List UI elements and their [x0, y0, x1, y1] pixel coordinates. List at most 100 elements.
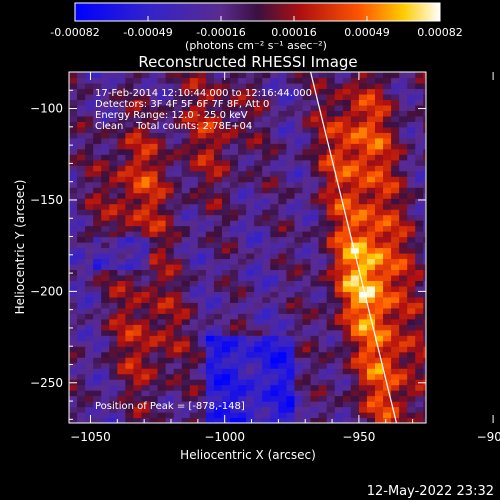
heatmap-cell: [85, 280, 94, 287]
heatmap-cell: [181, 77, 191, 84]
heatmap-cell: [375, 236, 384, 243]
heatmap-cell: [133, 170, 143, 177]
heatmap-cell: [213, 285, 223, 292]
heatmap-cell: [286, 296, 296, 303]
heatmap-cell: [133, 280, 143, 287]
heatmap-cell: [254, 390, 263, 397]
heatmap-cell: [262, 165, 271, 172]
heatmap-cell: [415, 121, 424, 128]
heatmap-cell: [399, 181, 408, 188]
heatmap-cell: [246, 417, 255, 423]
heatmap-cell: [278, 329, 288, 336]
heatmap-cell: [407, 335, 416, 342]
heatmap-cell: [350, 77, 360, 84]
heatmap-cell: [230, 236, 239, 243]
heatmap-cell: [101, 329, 110, 336]
heatmap-cell: [334, 401, 344, 408]
heatmap-cell: [302, 132, 312, 139]
heatmap-cell: [133, 296, 143, 303]
heatmap-cell: [318, 209, 328, 216]
heatmap-cell: [246, 121, 255, 128]
heatmap-cell: [270, 242, 279, 249]
heatmap-cell: [423, 198, 426, 205]
heatmap-cell: [77, 390, 86, 397]
heatmap-cell: [342, 110, 352, 117]
heatmap-cell: [318, 390, 328, 397]
heatmap-cell: [326, 373, 336, 380]
heatmap-cell: [375, 242, 384, 249]
heatmap-cell: [399, 285, 408, 292]
heatmap-cell: [286, 181, 296, 188]
heatmap-cell: [189, 176, 199, 183]
heatmap-cell: [326, 242, 336, 249]
heatmap-cell: [77, 126, 86, 133]
heatmap-cell: [278, 121, 288, 128]
heatmap-cell: [141, 115, 151, 122]
heatmap-cell: [278, 269, 288, 276]
heatmap-cell: [294, 192, 304, 199]
heatmap-cell: [165, 137, 175, 144]
heatmap-cell: [334, 263, 344, 271]
heatmap-cell: [262, 88, 271, 95]
heatmap-cell: [109, 165, 118, 172]
heatmap-cell: [254, 346, 263, 353]
heatmap-cell: [77, 242, 86, 249]
heatmap-cell: [254, 412, 263, 419]
heatmap-cell: [350, 351, 360, 358]
heatmap-cell: [205, 148, 215, 155]
heatmap-cell: [238, 209, 247, 216]
heatmap-cell: [230, 291, 239, 298]
heatmap-cell: [189, 137, 199, 144]
heatmap-cell: [93, 346, 102, 353]
heatmap-cell: [375, 137, 384, 144]
heatmap-cell: [358, 313, 368, 320]
heatmap-cell: [165, 395, 175, 402]
heatmap-cell: [310, 362, 320, 369]
heatmap-cell: [85, 104, 94, 111]
heatmap-cell: [375, 395, 384, 402]
heatmap-cell: [205, 209, 215, 216]
heatmap-cell: [310, 82, 320, 90]
heatmap-cell: [213, 214, 223, 221]
heatmap-cell: [125, 258, 135, 265]
heatmap-cell: [205, 291, 215, 298]
heatmap-cell: [109, 417, 118, 423]
heatmap-cell: [375, 110, 384, 117]
heatmap-cell: [342, 126, 352, 133]
heatmap-cell: [383, 77, 392, 84]
heatmap-cell: [93, 126, 102, 133]
heatmap-cell: [230, 357, 239, 364]
heatmap-cell: [286, 390, 296, 397]
heatmap-cell: [302, 82, 312, 90]
heatmap-cell: [181, 346, 191, 353]
heatmap-cell: [173, 132, 183, 139]
heatmap-cell: [77, 406, 86, 413]
heatmap-cell: [181, 93, 191, 101]
heatmap-cell: [238, 401, 247, 408]
heatmap-cell: [334, 324, 344, 331]
heatmap-cell: [197, 384, 207, 391]
heatmap-cell: [205, 417, 215, 423]
heatmap-cell: [350, 274, 360, 281]
heatmap-cell: [93, 220, 102, 227]
heatmap-cell: [366, 132, 376, 139]
heatmap-cell: [358, 192, 368, 199]
heatmap-cell: [399, 159, 408, 166]
heatmap-cell: [310, 263, 320, 271]
heatmap-cell: [133, 263, 143, 271]
heatmap-cell: [109, 231, 118, 238]
heatmap-cell: [93, 274, 102, 281]
heatmap-cell: [181, 373, 191, 380]
heatmap-cell: [262, 77, 271, 84]
heatmap-cell: [246, 198, 255, 205]
heatmap-cell: [318, 357, 328, 364]
heatmap-cell: [326, 187, 336, 194]
heatmap-cell: [230, 346, 239, 353]
heatmap-cell: [157, 285, 167, 292]
heatmap-cell: [165, 126, 175, 133]
heatmap-cell: [77, 99, 86, 106]
heatmap-cell: [270, 154, 279, 161]
heatmap-cell: [213, 176, 223, 183]
heatmap-cell: [149, 247, 159, 254]
x-tick-label: −950: [342, 430, 375, 444]
